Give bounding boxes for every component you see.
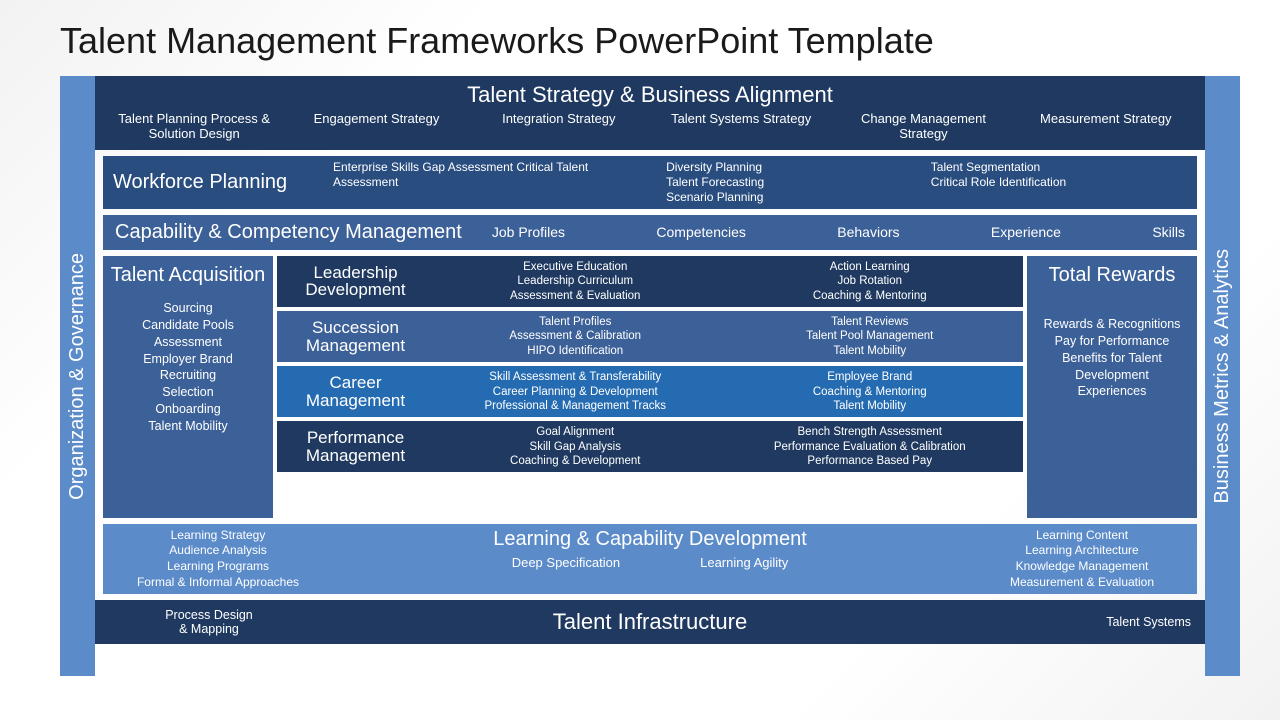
performance-c1: Goal Alignment Skill Gap Analysis Coachi…: [428, 425, 723, 468]
slide: Talent Management Frameworks PowerPoint …: [0, 0, 1280, 720]
leadership-c2: Action Learning Job Rotation Coaching & …: [723, 260, 1018, 303]
left-vertical-bar: Organization & Governance: [60, 76, 95, 676]
infra-right: Talent Systems: [991, 615, 1191, 629]
leadership-row: Leadership Development Executive Educati…: [277, 256, 1023, 307]
career-title: Career Management: [283, 374, 428, 410]
infra-left: Process Design & Mapping: [109, 608, 309, 636]
right-vertical-bar: Business Metrics & Analytics: [1205, 76, 1240, 676]
workforce-col: Diversity Planning Talent Forecasting Sc…: [666, 160, 905, 205]
capability-item: Skills: [1152, 224, 1185, 240]
performance-title: Performance Management: [283, 429, 428, 465]
succession-c1: Talent Profiles Assessment & Calibration…: [428, 315, 723, 358]
workforce-block: Workforce Planning Enterprise Skills Gap…: [103, 156, 1197, 209]
learning-block: Learning Strategy Audience Analysis Lear…: [103, 524, 1197, 594]
right-bar-label: Business Metrics & Analytics: [1211, 249, 1234, 504]
mid-center-rows: Leadership Development Executive Educati…: [273, 256, 1027, 518]
capability-item: Competencies: [656, 224, 746, 240]
talent-acquisition-block: Talent Acquisition Sourcing Candidate Po…: [103, 256, 273, 518]
strategy-item: Measurement Strategy: [1015, 112, 1197, 142]
learning-sub2: Learning Agility: [700, 555, 788, 570]
career-row: Career Management Skill Assessment & Tra…: [277, 366, 1023, 417]
learning-left: Learning Strategy Audience Analysis Lear…: [113, 528, 323, 590]
left-bar-label: Organization & Governance: [66, 253, 89, 500]
succession-title: Succession Management: [283, 319, 428, 355]
workforce-col: Enterprise Skills Gap Assessment Critica…: [333, 160, 640, 205]
strategy-item: Talent Systems Strategy: [650, 112, 832, 142]
performance-c2: Bench Strength Assessment Performance Ev…: [723, 425, 1018, 468]
career-c1: Skill Assessment & Transferability Caree…: [428, 370, 723, 413]
capability-item: Experience: [991, 224, 1061, 240]
framework-frame: Organization & Governance Talent Strateg…: [60, 76, 1240, 676]
talent-strategy-block: Talent Strategy & Business Alignment Tal…: [95, 76, 1205, 150]
career-c2: Employee Brand Coaching & Mentoring Tale…: [723, 370, 1018, 413]
strategy-title: Talent Strategy & Business Alignment: [103, 82, 1197, 108]
infrastructure-block: Process Design & Mapping Talent Infrastr…: [95, 600, 1205, 644]
page-title: Talent Management Frameworks PowerPoint …: [60, 20, 1240, 62]
strategy-item: Integration Strategy: [468, 112, 650, 142]
learning-title: Learning & Capability Development: [323, 528, 977, 551]
capability-items: Job Profiles Competencies Behaviors Expe…: [492, 224, 1185, 240]
workforce-columns: Enterprise Skills Gap Assessment Critica…: [333, 160, 1187, 205]
tr-items: Rewards & Recognitions Pay for Performan…: [1033, 316, 1191, 400]
leadership-title: Leadership Development: [283, 264, 428, 300]
strategy-item: Engagement Strategy: [285, 112, 467, 142]
succession-c2: Talent Reviews Talent Pool Management Ta…: [723, 315, 1018, 358]
middle-grid: Talent Acquisition Sourcing Candidate Po…: [103, 256, 1197, 518]
succession-row: Succession Management Talent Profiles As…: [277, 311, 1023, 362]
strategy-items: Talent Planning Process & Solution Desig…: [103, 112, 1197, 142]
workforce-col: Talent Segmentation Critical Role Identi…: [931, 160, 1187, 205]
capability-title: Capability & Competency Management: [115, 221, 462, 244]
strategy-item: Talent Planning Process & Solution Desig…: [103, 112, 285, 142]
performance-row: Performance Management Goal Alignment Sk…: [277, 421, 1023, 472]
learning-sub1: Deep Specification: [512, 555, 620, 570]
ta-items: Sourcing Candidate Pools Assessment Empl…: [109, 300, 267, 435]
strategy-item: Change Management Strategy: [832, 112, 1014, 142]
infra-title: Talent Infrastructure: [309, 609, 991, 635]
center-column: Talent Strategy & Business Alignment Tal…: [95, 76, 1205, 676]
workforce-title: Workforce Planning: [113, 171, 333, 194]
leadership-c1: Executive Education Leadership Curriculu…: [428, 260, 723, 303]
capability-item: Behaviors: [837, 224, 899, 240]
learning-center: Learning & Capability Development Deep S…: [323, 528, 977, 590]
ta-title: Talent Acquisition: [109, 264, 267, 286]
capability-block: Capability & Competency Management Job P…: [103, 215, 1197, 250]
total-rewards-block: Total Rewards Rewards & Recognitions Pay…: [1027, 256, 1197, 518]
learning-right: Learning Content Learning Architecture K…: [977, 528, 1187, 590]
capability-item: Job Profiles: [492, 224, 565, 240]
tr-title: Total Rewards: [1033, 264, 1191, 286]
